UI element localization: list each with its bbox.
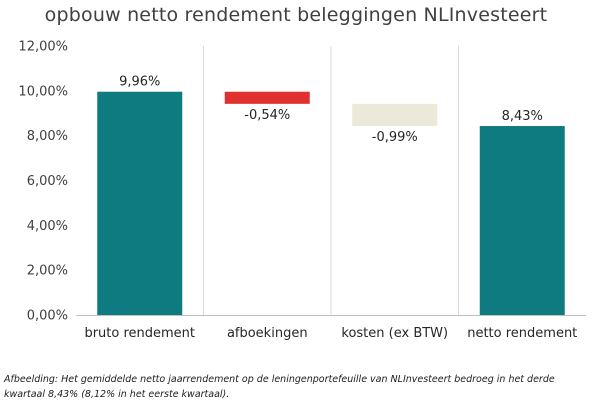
chart-title: opbouw netto rendement beleggingen NLInv… (44, 4, 548, 26)
x-category-label: afboekingen (227, 326, 308, 341)
x-axis: bruto rendement afboekingen kosten (ex BTW… (76, 315, 586, 341)
y-axis: 0,00% 2,00% 4,00% 6,00% 8,00% 10,00% 12,00% (18, 40, 68, 324)
bar (224, 91, 310, 104)
data-label: 8,43% (502, 109, 543, 124)
y-tick-label: 4,00% (27, 219, 68, 234)
bar (352, 103, 438, 127)
bar (97, 91, 183, 315)
x-category-label: netto rendement (467, 326, 577, 341)
data-label: 9,96% (119, 75, 160, 90)
bar (479, 126, 565, 315)
y-tick-label: 8,00% (27, 129, 68, 144)
data-labels: 9,96% -0,54% -0,99% 8,43% (119, 75, 543, 145)
y-tick-label: 12,00% (18, 40, 68, 55)
y-tick-label: 6,00% (27, 174, 68, 189)
y-tick-label: 10,00% (18, 84, 68, 99)
x-category-label: kosten (ex BTW) (341, 326, 448, 341)
data-label: -0,54% (244, 108, 290, 123)
data-label: -0,99% (372, 130, 418, 145)
category-separators (203, 46, 459, 315)
figure-caption: Afbeelding: Het gemiddelde netto jaarren… (4, 374, 555, 400)
y-tick-label: 2,00% (27, 264, 68, 279)
bars (97, 91, 565, 315)
x-category-label: bruto rendement (84, 326, 195, 341)
y-tick-label: 0,00% (27, 309, 68, 324)
